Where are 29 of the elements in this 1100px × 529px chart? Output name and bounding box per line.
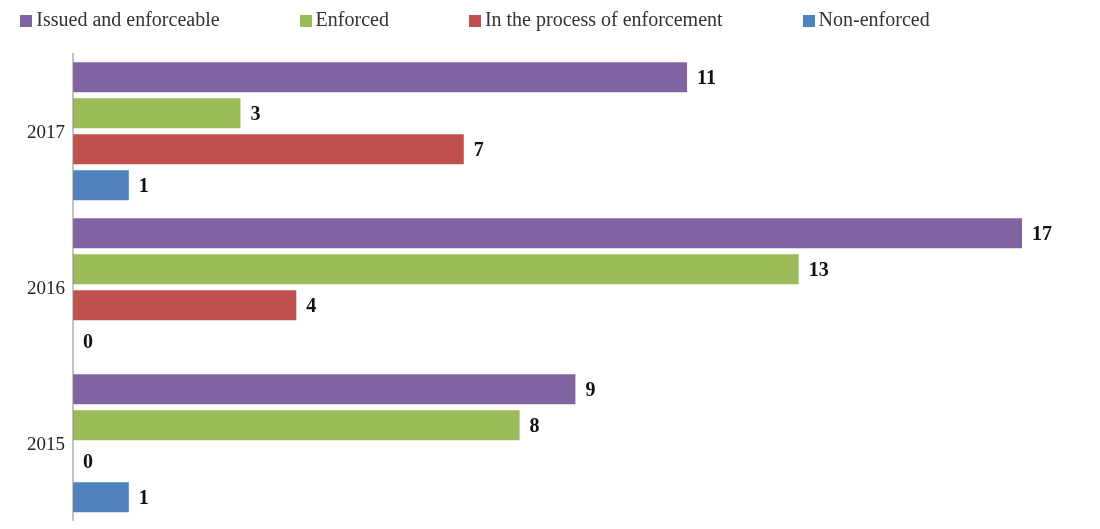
data-label: 9 bbox=[585, 378, 596, 401]
data-label: 1 bbox=[138, 174, 149, 197]
bar bbox=[73, 62, 688, 93]
bar bbox=[73, 218, 1022, 249]
legend-label: Enforced bbox=[315, 8, 389, 30]
bar bbox=[73, 254, 799, 285]
legend-label: Issued and enforceable bbox=[36, 8, 220, 30]
bar bbox=[73, 290, 297, 321]
data-label: 13 bbox=[808, 258, 829, 281]
y-tick-label: 2017 bbox=[27, 120, 65, 142]
data-label: 11 bbox=[697, 66, 716, 89]
bar bbox=[73, 374, 576, 405]
legend-label: In the process of enforcement bbox=[484, 8, 723, 30]
data-label: 0 bbox=[83, 330, 94, 353]
data-label: 0 bbox=[83, 450, 94, 473]
y-tick-label: 2016 bbox=[27, 276, 65, 298]
bar bbox=[73, 98, 241, 129]
bar bbox=[73, 410, 520, 441]
data-label: 4 bbox=[306, 294, 317, 317]
y-tick-label: 2015 bbox=[27, 432, 65, 454]
bar bbox=[73, 482, 129, 513]
data-label: 1 bbox=[138, 486, 149, 509]
bar bbox=[73, 134, 464, 165]
data-label: 17 bbox=[1032, 222, 1052, 245]
data-label: 7 bbox=[473, 138, 484, 161]
data-label: 3 bbox=[250, 102, 261, 125]
legend-label: Non-enforced bbox=[818, 8, 930, 30]
data-label: 8 bbox=[529, 414, 540, 437]
bar bbox=[73, 170, 129, 201]
